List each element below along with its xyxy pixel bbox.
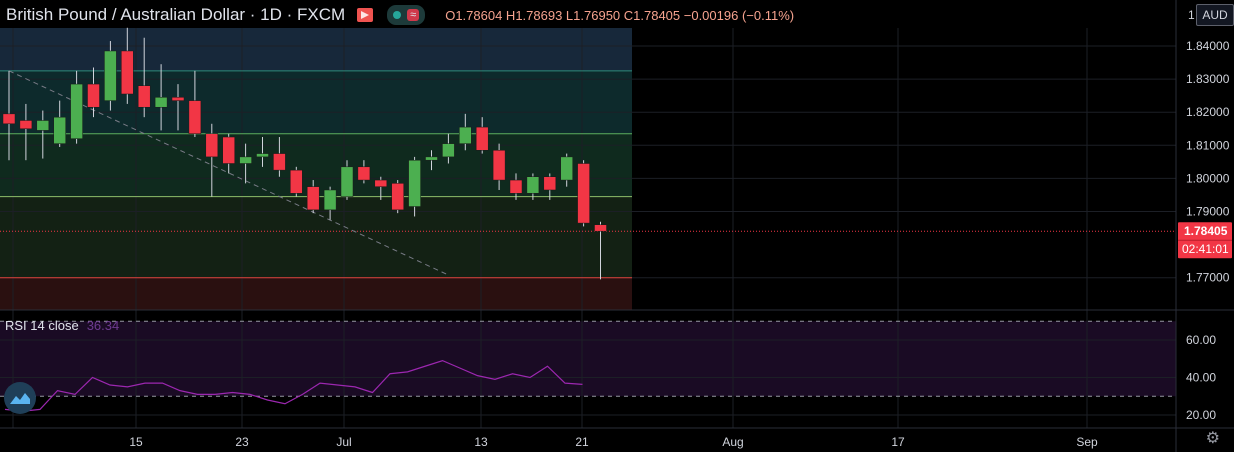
candle-body (509, 179, 523, 194)
candle-body (256, 153, 269, 158)
zone-band (0, 196, 632, 278)
y-tick-label: 1.77000 (1186, 271, 1230, 285)
currency-badge[interactable]: AUD (1196, 4, 1234, 26)
rsi-legend[interactable]: RSI 14 close 36.34 (5, 318, 119, 333)
x-tick-label: 15 (129, 435, 143, 449)
rsi-label: RSI 14 close (5, 318, 79, 333)
candle-body (425, 156, 438, 161)
candle-body (19, 120, 33, 129)
status-pill[interactable]: ≈ (387, 5, 426, 25)
candle-body (442, 143, 455, 158)
x-tick-label: 21 (575, 435, 589, 449)
candlestick-series (2, 27, 607, 280)
candle-body (70, 83, 83, 139)
wave-icon: ≈ (407, 9, 420, 21)
rsi-value: 36.34 (86, 318, 120, 333)
ohlc-readout: O1.78604 H1.78693 L1.76950 C1.78405 −0.0… (445, 7, 795, 23)
candle-body (154, 97, 168, 108)
zone-band (0, 277, 632, 310)
candle-body (459, 126, 472, 144)
rsi-tick-label: 60.00 (1186, 333, 1216, 347)
candle-body (577, 163, 590, 224)
y-tick-label: 1.84000 (1186, 39, 1230, 53)
candle-body (188, 100, 202, 134)
candle-body (2, 113, 16, 125)
last-price-label: 1.78405 (1184, 224, 1228, 238)
rsi-pane (0, 320, 1176, 412)
tradingview-logo-icon[interactable] (4, 382, 36, 414)
y-tick-label: 1.80000 (1186, 171, 1230, 185)
candle-body (222, 136, 235, 164)
time-axis[interactable]: 15 23 Jul 13 21 Aug 17 Sep (129, 435, 1098, 449)
x-tick-label: Sep (1076, 435, 1098, 449)
candle-body (273, 153, 286, 171)
chart-header: British Pound / Australian Dollar · 1D ·… (0, 0, 794, 30)
candle-body (239, 156, 252, 164)
zone-band (0, 28, 632, 71)
y-tick-label: 1.79000 (1186, 205, 1230, 219)
rsi-band (0, 321, 1176, 397)
x-tick-label: Jul (336, 435, 351, 449)
candle-body (205, 133, 219, 158)
rsi-tick-label: 20.00 (1186, 408, 1216, 422)
price-axis[interactable]: 1 1.84000 1.83000 1.82000 1.81000 1.80000 1.79… (1178, 8, 1232, 422)
market-open-icon (393, 11, 402, 19)
candle-body (340, 166, 354, 197)
y-tick-label: 1.81000 (1186, 138, 1230, 152)
y-tick-label: 1.83000 (1186, 72, 1230, 86)
candle-body (374, 179, 388, 187)
x-tick-label: 17 (891, 435, 905, 449)
candle-body (323, 189, 337, 211)
candle-body (53, 116, 66, 144)
candle-body (104, 50, 117, 101)
candle-body (306, 186, 320, 211)
candle-body (357, 166, 371, 181)
x-tick-label: Aug (722, 435, 743, 449)
candle-body (492, 150, 506, 181)
candle-body (137, 85, 151, 108)
candle-body (290, 169, 303, 194)
candle-body (87, 83, 100, 108)
y-tick-label: 1.82000 (1186, 105, 1230, 119)
candle-body (594, 224, 607, 232)
y-tick-label: 1 (1188, 8, 1195, 22)
flag-icon[interactable] (357, 8, 374, 22)
candle-body (391, 183, 404, 211)
candle-body (121, 50, 134, 95)
candle-body (171, 97, 185, 101)
x-tick-label: 13 (474, 435, 488, 449)
symbol-title[interactable]: British Pound / Australian Dollar · 1D ·… (6, 5, 346, 24)
gear-icon[interactable]: ⚙ (1205, 430, 1220, 447)
candle-body (408, 159, 421, 207)
candle-body (475, 126, 489, 151)
candle-body (560, 156, 573, 181)
candle-body (526, 176, 540, 194)
rsi-tick-label: 40.00 (1186, 371, 1216, 385)
background-zones (0, 28, 1176, 397)
candle-body (543, 176, 557, 191)
countdown-label: 02:41:01 (1182, 242, 1229, 256)
candle-body (36, 120, 50, 131)
rsi-line (4, 359, 583, 412)
x-tick-label: 23 (235, 435, 249, 449)
